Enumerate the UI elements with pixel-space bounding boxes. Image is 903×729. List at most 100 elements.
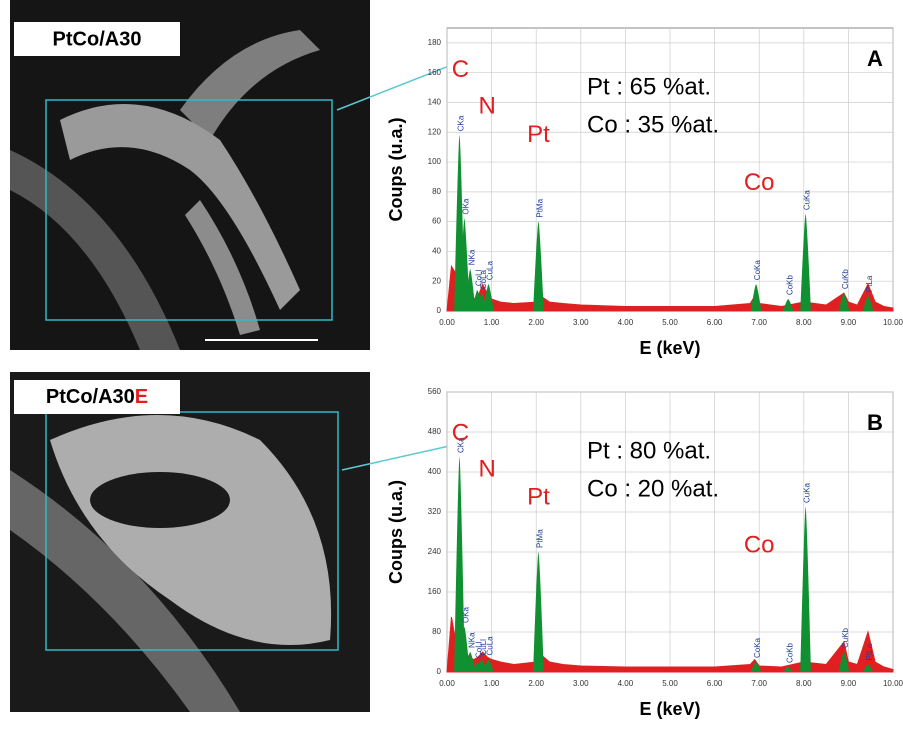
peak-label: OKa — [462, 198, 471, 215]
y-tick-label: 320 — [428, 507, 442, 516]
peak-label: NKa — [467, 249, 476, 265]
y-tick-label: 100 — [428, 157, 442, 166]
x-tick-label: 10.00 — [883, 679, 903, 688]
x-tick-label: 4.00 — [618, 679, 634, 688]
image-label: PtCo/A30 — [53, 28, 142, 50]
y-tick-label: 160 — [428, 587, 442, 596]
x-tick-label: 3.00 — [573, 679, 589, 688]
peak-label: OKa — [462, 606, 471, 623]
peak-label: CoKb — [785, 642, 794, 663]
y-tick-label: 180 — [428, 38, 442, 47]
x-tick-label: 6.00 — [707, 318, 723, 327]
peak — [838, 652, 850, 672]
y-tick-label: 60 — [432, 217, 441, 226]
element-label: N — [478, 93, 495, 120]
y-tick-label: 40 — [432, 247, 441, 256]
element-label: C — [452, 56, 469, 83]
peak — [782, 299, 794, 311]
composition: Pt : 80 %at. — [587, 437, 711, 464]
peak — [838, 293, 850, 311]
x-tick-label: 6.00 — [707, 679, 723, 688]
peak-label: CuLa — [486, 636, 495, 656]
composition: Co : 20 %at. — [587, 475, 719, 502]
peak-label: PtLa — [865, 275, 874, 292]
x-tick-label: 8.00 — [796, 679, 812, 688]
element-label: C — [452, 419, 469, 446]
x-tick-label: 10.00 — [883, 318, 903, 327]
y-tick-label: 560 — [428, 387, 442, 396]
x-axis-label: E (keV) — [639, 338, 700, 358]
x-tick-label: 9.00 — [841, 679, 857, 688]
peak — [483, 659, 494, 672]
peak — [862, 664, 874, 672]
peak-label: PtMa — [536, 198, 545, 217]
peak-label: NKa — [467, 632, 476, 648]
y-tick-label: 160 — [428, 68, 442, 77]
element-label: N — [478, 456, 495, 483]
peak — [800, 507, 811, 672]
x-tick-label: 7.00 — [751, 679, 767, 688]
element-label: Co — [744, 531, 775, 558]
peak-label: PtMa — [536, 529, 545, 548]
image-label-text: PtCo/A30 — [46, 386, 135, 408]
peak-label: CKa — [457, 115, 466, 131]
x-tick-label: 3.00 — [573, 318, 589, 327]
peak — [862, 296, 874, 311]
peak-label: CoKa — [753, 637, 762, 658]
y-tick-label: 0 — [437, 306, 442, 315]
peak — [800, 214, 811, 311]
y-tick-label: 80 — [432, 187, 441, 196]
x-tick-label: 7.00 — [751, 318, 767, 327]
x-tick-label: 8.00 — [796, 318, 812, 327]
peak — [459, 627, 470, 672]
peak-label: CKa — [457, 437, 466, 453]
y-tick-label: 120 — [428, 127, 442, 136]
peak-label: CoKb — [785, 275, 794, 296]
panel-letter: A — [867, 46, 883, 71]
peak-label: PtLa — [865, 643, 874, 660]
image-label: PtCo/A30E — [46, 386, 148, 408]
x-tick-label: 5.00 — [662, 318, 678, 327]
peak-label: CuKa — [803, 482, 812, 503]
peak — [750, 284, 762, 311]
x-tick-label: 2.00 — [528, 679, 544, 688]
composition: Pt : 65 %at. — [587, 73, 711, 100]
y-tick-label: 240 — [428, 547, 442, 556]
peak-label: CoLa — [479, 269, 488, 289]
x-tick-label: 9.00 — [841, 318, 857, 327]
peak — [483, 284, 494, 311]
peak-label: CoLl — [474, 641, 483, 658]
peak — [533, 552, 544, 672]
x-tick-label: 1.00 — [484, 679, 500, 688]
micrograph-b: PtCo/A30E — [10, 372, 513, 714]
chart: 0 80 160 240 320 400 480 560 0.00 1.00 2.00 3.00 4.0… — [386, 387, 903, 719]
peak — [533, 221, 544, 311]
element-label: Pt — [527, 121, 550, 148]
panel-letter: B — [867, 410, 883, 435]
peak-label: CuKa — [803, 190, 812, 211]
peak — [464, 652, 476, 672]
peak-label: CuLl — [479, 639, 488, 656]
y-tick-label: 80 — [432, 627, 441, 636]
peak-label: CuKb — [841, 269, 850, 290]
x-tick-label: 5.00 — [662, 679, 678, 688]
y-tick-label: 140 — [428, 98, 442, 107]
x-tick-label: 0.00 — [439, 679, 455, 688]
y-tick-label: 400 — [428, 467, 442, 476]
y-tick-label: 20 — [432, 276, 441, 285]
y-axis-label: Coups (u.a.) — [386, 480, 406, 584]
x-axis-label: E (keV) — [639, 699, 700, 719]
composition: Co : 35 %at. — [587, 111, 719, 138]
peak — [750, 662, 762, 672]
element-label: Co — [744, 169, 775, 196]
chart: 0 20 40 60 80 100 120 140 160 180 0.00 1.00 2.00 3.00… — [386, 27, 903, 358]
peak-label: CuLa — [486, 261, 495, 281]
x-tick-label: 4.00 — [618, 318, 634, 327]
x-tick-label: 2.00 — [528, 318, 544, 327]
peak-label: CoKa — [753, 260, 762, 281]
y-tick-label: 0 — [437, 667, 442, 676]
micrograph-a: PtCo/A30 — [10, 0, 511, 350]
x-tick-label: 0.00 — [439, 318, 455, 327]
